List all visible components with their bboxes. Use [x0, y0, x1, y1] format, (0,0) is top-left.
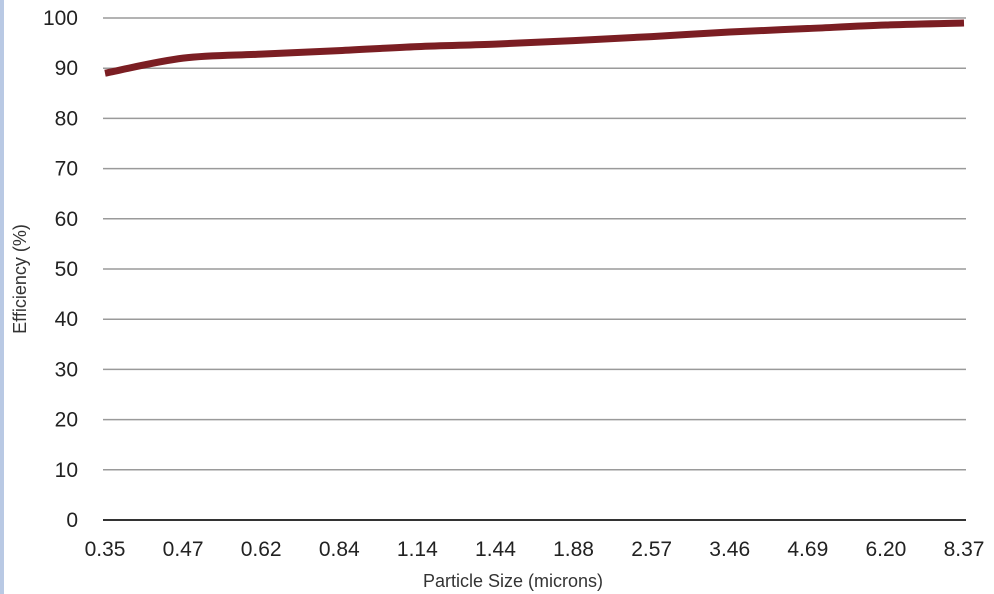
x-tick-label: 0.62 [241, 538, 282, 561]
y-tick-label: 70 [55, 158, 78, 181]
x-tick-label: 3.46 [709, 538, 750, 561]
y-tick-label: 50 [55, 258, 78, 281]
y-axis-tick-labels: 0 10 20 30 40 50 60 70 80 90 100 [43, 7, 78, 532]
gridlines [103, 17, 966, 471]
x-axis-tick-labels: 0.35 0.47 0.62 0.84 1.14 1.44 1.88 2.57 3.46 4.69… [85, 538, 985, 561]
x-tick-label: 0.84 [319, 538, 360, 561]
y-axis-title: Efficiency (%) [10, 224, 30, 334]
y-tick-label: 40 [55, 308, 78, 331]
y-tick-label: 20 [55, 409, 78, 432]
x-tick-label: 0.47 [163, 538, 204, 561]
series-layer [104, 19, 965, 77]
left-edge-stripe [0, 0, 4, 594]
x-tick-label: 0.35 [85, 538, 126, 561]
x-axis-title: Particle Size (microns) [423, 571, 603, 591]
y-tick-label: 60 [55, 208, 78, 231]
x-tick-label: 1.88 [553, 538, 594, 561]
x-tick-label: 1.44 [475, 538, 516, 561]
x-tick-label: 6.20 [865, 538, 906, 561]
x-tick-label: 1.14 [397, 538, 438, 561]
y-tick-label: 80 [55, 107, 78, 130]
x-tick-label: 4.69 [787, 538, 828, 561]
x-tick-label: 8.37 [944, 538, 985, 561]
y-tick-label: 10 [55, 459, 78, 482]
series-line-0 [104, 19, 965, 77]
y-tick-label: 30 [55, 358, 78, 381]
y-tick-label: 90 [55, 57, 78, 80]
y-tick-label: 100 [43, 7, 78, 30]
x-tick-label: 2.57 [631, 538, 672, 561]
y-tick-label: 0 [66, 509, 78, 532]
